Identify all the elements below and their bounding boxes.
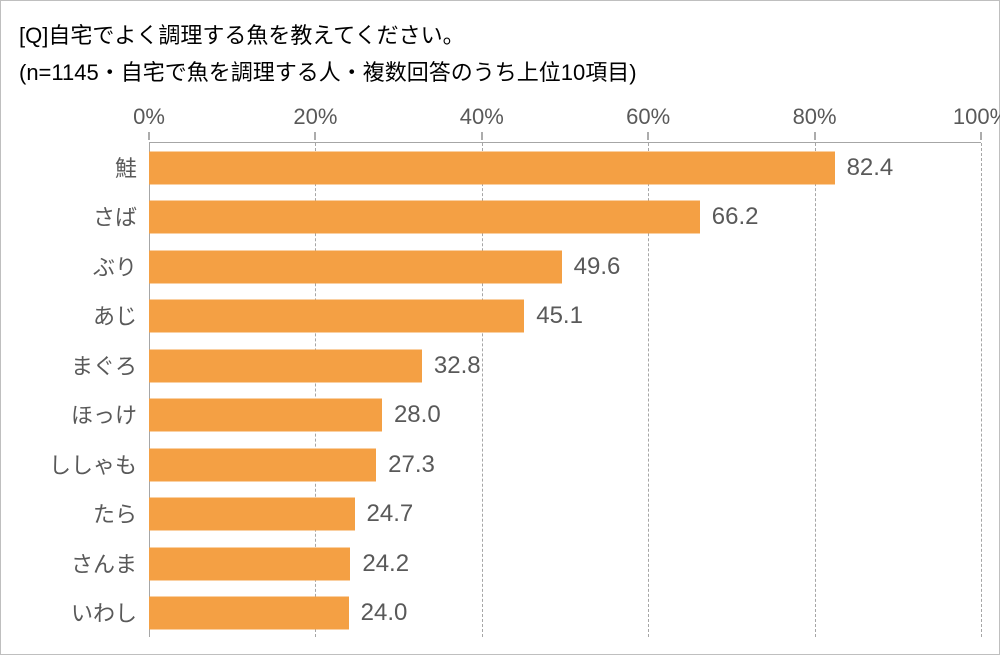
bar [149,597,349,630]
x-axis-tickmark [814,132,815,140]
bar [149,349,422,382]
plot-area: 82.4 66.2 49.6 45.1 32.8 28.0 27.3 24.7 24.2 24.0 [149,142,981,637]
x-axis: 0%20%40%60%80%100% [19,102,981,142]
category-label: さば [93,200,137,232]
x-axis-tick-label: 0% [133,104,165,130]
category-label: ほっけ [71,398,137,430]
bar [149,399,382,432]
plot-row: 鮭さばぶりあじまぐろほっけししゃもたらさんまいわし 82.4 66.2 49.6 45… [19,142,981,637]
bar [149,448,376,481]
bar [149,300,524,333]
gridline [815,143,816,637]
category-labels-column: 鮭さばぶりあじまぐろほっけししゃもたらさんまいわし [19,142,149,637]
x-axis-tick-label: 60% [626,104,670,130]
value-label: 24.2 [362,550,409,578]
value-label: 49.6 [574,253,621,281]
category-label: ししゃも [49,448,137,480]
x-axis-tickmark [481,132,482,140]
category-label: まぐろ [71,349,137,381]
x-axis-area: 0%20%40%60%80%100% [149,102,981,142]
category-label: たら [93,497,137,529]
value-label: 28.0 [394,401,441,429]
x-axis-tickmark [981,132,982,140]
bar [149,250,562,283]
gridline [981,143,982,637]
category-label: いわし [71,596,137,628]
title-line-1: [Q]自宅でよく調理する魚を教えてください。 [19,17,981,54]
x-axis-tickmark [315,132,316,140]
title-line-2: (n=1145・自宅で魚を調理する人・複数回答のうち上位10項目) [19,54,981,91]
x-axis-tickmark [648,132,649,140]
x-axis-tick-label: 20% [293,104,337,130]
value-label: 82.4 [847,154,894,182]
x-axis-tickmark [149,132,150,140]
bar [149,498,355,531]
x-axis-tick-label: 80% [793,104,837,130]
x-axis-tick-label: 40% [460,104,504,130]
category-label: 鮭 [115,151,137,183]
axis-spacer [19,102,149,142]
value-label: 45.1 [536,302,583,330]
value-label: 66.2 [712,203,759,231]
value-label: 27.3 [388,451,435,479]
category-label: さんま [71,547,137,579]
x-axis-tick-label: 100% [953,104,1000,130]
value-label: 24.0 [361,599,408,627]
chart: 0%20%40%60%80%100% 鮭さばぶりあじまぐろほっけししゃもたらさん… [19,102,981,637]
category-label: あじ [93,299,137,331]
bar [149,201,700,234]
bar [149,151,835,184]
value-label: 32.8 [434,352,481,380]
bar [149,547,350,580]
category-label: ぶり [93,250,137,282]
value-label: 24.7 [367,500,414,528]
chart-container: [Q]自宅でよく調理する魚を教えてください。 (n=1145・自宅で魚を調理する… [0,0,1000,655]
